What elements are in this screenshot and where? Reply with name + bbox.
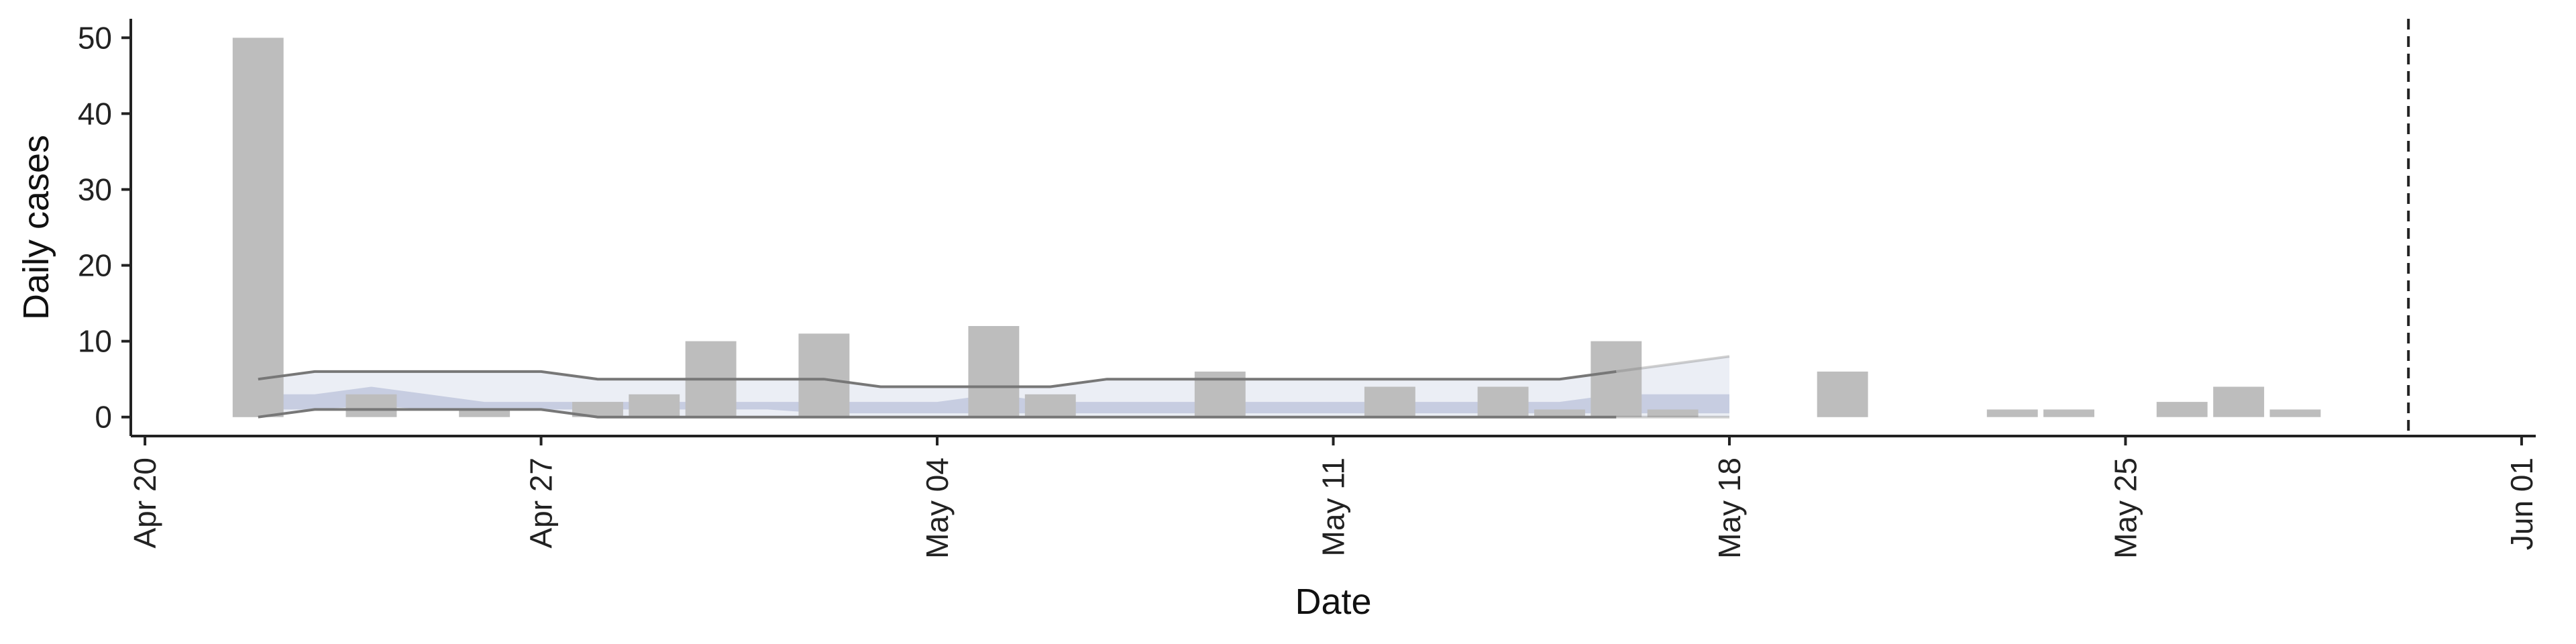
y-tick-label-50: 50 [78,20,112,55]
y-axis-ticks: 0 10 20 30 40 50 [78,20,131,435]
bar-2020-05-26 [2156,402,2208,417]
y-tick-label-0: 0 [95,400,112,435]
x-tick-label-0: Apr 20 [127,458,162,549]
bar-2020-05-06 [1024,394,1076,417]
bar-2020-05-16 [1591,341,1642,417]
x-tick-label-2: May 04 [920,458,955,559]
bar-2020-05-14 [1477,386,1529,417]
bar-2020-05-20 [1817,371,1868,417]
x-tick-label-6: Jun 01 [2504,458,2539,550]
x-tick-label-5: May 25 [2108,458,2143,559]
bar-2020-04-24 [345,394,397,417]
x-tick-label-4: May 18 [1712,458,1747,559]
y-tick-label-30: 30 [78,172,112,207]
bar-2020-05-12 [1364,386,1415,417]
bar-2020-04-22 [232,38,284,417]
band-lower-edge [258,408,1617,419]
bar-2020-05-02 [798,333,850,417]
bar-2020-05-27 [2213,386,2265,417]
bar-2020-05-05 [968,326,1020,417]
bar-2020-05-17 [1647,409,1699,417]
band-upper-edge [258,370,1617,388]
y-axis-label: Daily cases [16,135,56,320]
daily-cases-bars [232,38,2321,417]
y-tick-label-40: 40 [78,96,112,131]
bar-2020-04-26 [459,409,511,417]
x-axis-ticks: Apr 20 Apr 27 May 04 May 11 May 18 May 25 Jun … [127,436,2539,559]
bar-2020-05-28 [2269,409,2321,417]
bar-2020-04-29 [629,394,680,417]
y-tick-label-10: 10 [78,324,112,359]
x-tick-label-3: May 11 [1316,458,1351,556]
bar-2020-05-23 [1986,409,2038,417]
x-axis-label: Date [1295,582,1371,622]
bar-2020-05-24 [2043,409,2094,417]
y-tick-label-20: 20 [78,248,112,283]
x-tick-label-1: Apr 27 [524,458,559,549]
band-upper-edge-nowcast [1616,355,1730,373]
bar-2020-05-15 [1534,409,1585,417]
bar-2020-04-28 [572,402,623,417]
estimate-band-edges [258,355,1730,419]
